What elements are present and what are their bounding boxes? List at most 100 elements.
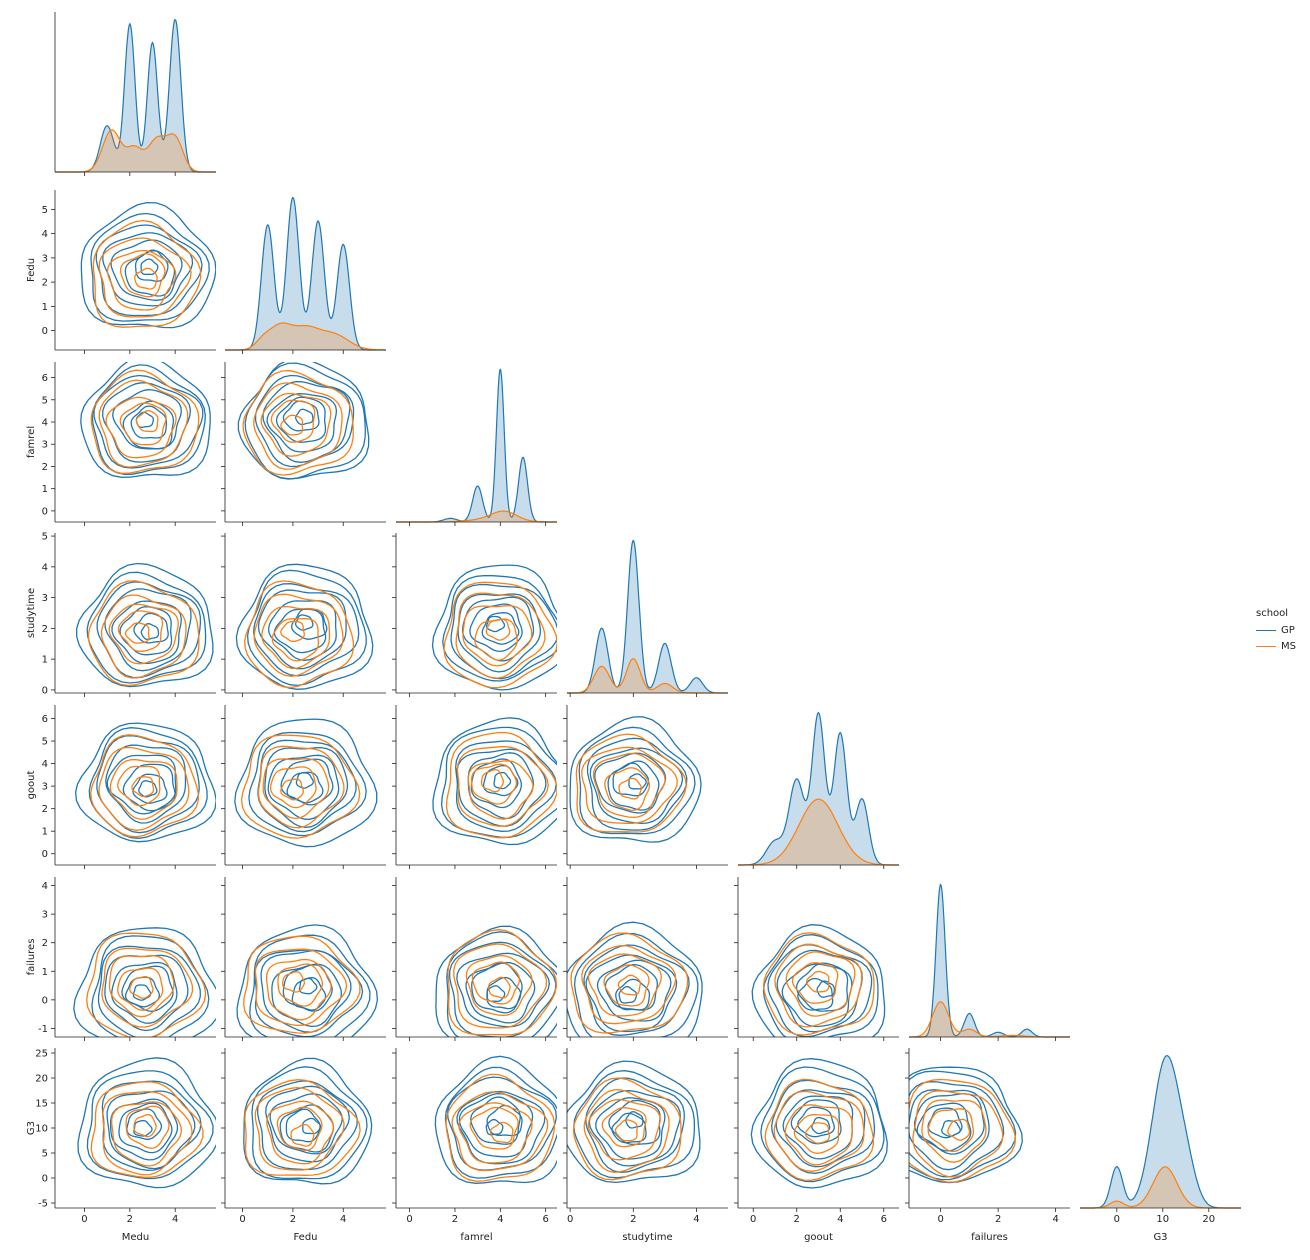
kde-contour-GP: [265, 1085, 350, 1163]
diag-line-Fedu-GP: [225, 196, 386, 351]
kde-contour-MS: [581, 746, 678, 824]
kde-contour-GP: [140, 258, 159, 276]
x-tick-label: 2: [794, 1214, 800, 1225]
kde-contour-MS: [764, 1078, 875, 1181]
kde-panel-Medu-failures: -1 0 1 2 3 4: [38, 877, 216, 1041]
kde-contour-MS: [791, 962, 839, 1004]
kde-contour-MS: [98, 746, 190, 831]
legend-label-ms: MS: [1281, 641, 1296, 652]
x-tick-label: 6: [881, 1214, 887, 1225]
legend-swatch-gp: [1256, 629, 1276, 631]
x-tick-label: 2: [127, 1214, 133, 1225]
kde-contour-MS: [124, 622, 150, 644]
kde-contour-MS: [617, 974, 641, 996]
y-tick-label: 2: [42, 804, 48, 815]
kde-contour-MS: [762, 932, 875, 1036]
diag-panel-Medu: [54, 12, 216, 176]
x-axis-label: Medu: [122, 1232, 149, 1243]
x-tick-label: 4: [693, 1214, 699, 1225]
kde-contour-MS: [774, 943, 863, 1028]
kde-contour-MS: [480, 768, 504, 793]
kde-contour-MS: [253, 382, 343, 470]
kde-contour-GP: [249, 934, 371, 1037]
kde-contour-MS: [447, 929, 557, 1036]
kde-contour-MS: [601, 1107, 647, 1148]
kde-contour-MS: [117, 765, 161, 807]
kde-contour-GP: [589, 747, 684, 825]
kde-contour-GP: [481, 612, 520, 645]
kde-contour-GP: [126, 1108, 163, 1140]
kde-contour-GP: [106, 754, 177, 815]
kde-contour-MS: [119, 402, 167, 446]
legend-label-gp: GP: [1281, 625, 1295, 636]
x-tick-label: 2: [290, 1214, 296, 1225]
kde-contour-MS: [773, 1090, 865, 1172]
kde-contour-GP: [760, 1066, 885, 1183]
kde-contour-GP: [611, 1112, 647, 1144]
kde-panel-famrel-failures: [392, 877, 557, 1041]
kde-contour-GP: [124, 250, 176, 297]
kde-contour-MS: [581, 944, 677, 1025]
y-tick-label: 2: [42, 624, 48, 635]
diag-panel-studytime: [567, 539, 728, 697]
kde-contour-GP: [578, 726, 696, 835]
diag-fill-famrel-GP: [396, 369, 557, 522]
kde-contour-GP: [111, 961, 178, 1024]
x-tick-label: 4: [497, 1214, 503, 1225]
kde-contour-MS: [90, 369, 200, 474]
kde-contour-GP: [104, 954, 189, 1032]
diag-fill-failures-MS: [909, 1001, 1070, 1037]
kde-panel-Medu-goout: 0 1 2 3 4 5 6: [42, 705, 216, 869]
kde-contour-MS: [92, 219, 202, 328]
kde-contour-MS: [805, 970, 830, 993]
kde-contour-GP: [567, 1060, 701, 1184]
kde-contour-MS: [100, 594, 187, 679]
kde-contour-MS: [280, 620, 305, 643]
kde-contour-GP: [431, 564, 557, 691]
kde-panel-studytime-goout: [563, 705, 728, 869]
y-tick-label: 6: [42, 714, 48, 725]
kde-contour-MS: [244, 1079, 361, 1176]
kde-panel-Medu-famrel: 0 1 2 3 4 5 6: [42, 362, 216, 526]
kde-contour-GP: [442, 574, 557, 682]
kde-contour-GP: [811, 1116, 831, 1135]
y-tick-label: 5: [42, 737, 48, 748]
diag-panel-G3: 0 10 20: [1080, 1054, 1241, 1225]
kde-contour-MS: [90, 1081, 204, 1178]
kde-contour-GP: [916, 1102, 972, 1152]
kde-contour-MS: [269, 766, 317, 809]
kde-contour-MS: [583, 1089, 670, 1173]
kde-contour-GP: [450, 583, 557, 680]
diag-fill-goout-MS: [738, 799, 899, 865]
kde-contour-GP: [485, 615, 506, 633]
y-tick-label: 0: [42, 326, 48, 337]
kde-contour-MS: [242, 370, 354, 476]
kde-panel-famrel-studytime: [392, 533, 557, 697]
kde-contour-MS: [909, 1078, 1017, 1183]
kde-contour-GP: [237, 362, 370, 480]
y-tick-label: 3: [42, 910, 48, 921]
kde-contour-MS: [587, 953, 662, 1017]
kde-panel-goout-failures: [734, 877, 899, 1041]
kde-contour-GP: [286, 771, 324, 804]
kde-contour-MS: [101, 947, 194, 1028]
kde-contour-GP: [73, 927, 216, 1037]
kde-contour-GP: [106, 1090, 196, 1170]
y-tick-label: 1: [42, 655, 48, 666]
kde-contour-MS: [462, 605, 533, 667]
kde-contour-GP: [432, 717, 557, 846]
y-axis-label: goout: [26, 771, 37, 800]
kde-panel-Fedu-goout: [221, 705, 386, 869]
kde-contour-GP: [295, 772, 314, 789]
kde-contour-MS: [458, 1102, 533, 1164]
kde-panel-goout-G3: 0 2 4 6: [734, 1048, 899, 1225]
kde-contour-GP: [121, 965, 174, 1012]
y-tick-label: 2: [42, 462, 48, 473]
x-tick-label: 0: [239, 1214, 245, 1225]
kde-panel-Fedu-failures: [221, 877, 386, 1041]
x-axis-label: failures: [971, 1232, 1008, 1243]
kde-contour-GP: [751, 924, 886, 1037]
kde-contour-GP: [248, 731, 367, 837]
kde-contour-GP: [607, 760, 660, 811]
kde-contour-MS: [131, 776, 155, 798]
